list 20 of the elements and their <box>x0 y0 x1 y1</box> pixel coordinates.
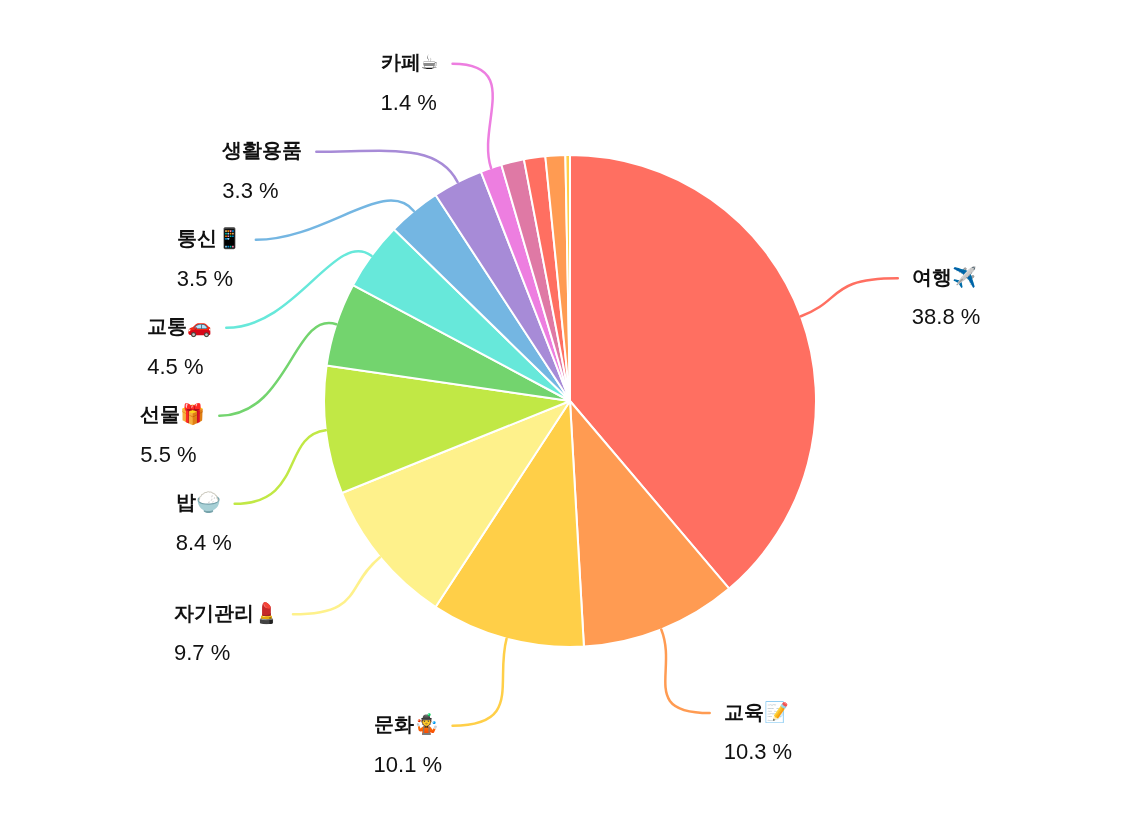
data-label: 3.3 % <box>222 177 279 203</box>
data-label: 8.4 % <box>175 529 232 555</box>
slice-label: 카페☕ <box>380 51 439 74</box>
slice-label: 문화🤹 <box>373 712 439 737</box>
data-label: 3.5 % <box>176 265 234 291</box>
data-label: 4.5 % <box>147 353 204 379</box>
data-label: 38.8 % <box>911 304 981 330</box>
slice-label: 교육📝 <box>723 699 789 724</box>
data-label: 1.4 % <box>380 89 437 115</box>
data-label: 10.3 % <box>723 739 793 765</box>
data-label: 10.1 % <box>373 751 443 777</box>
slice-label: 자기관리💄 <box>173 600 279 625</box>
slice-label: 밥🍚 <box>175 490 221 515</box>
slice-label: 선물🎁 <box>140 402 206 427</box>
slice-label: 생활용품 <box>221 139 303 162</box>
slice-label: 통신📱 <box>176 226 242 251</box>
slice-label: 교통🚗 <box>147 315 213 339</box>
data-label: 9.7 % <box>173 640 231 666</box>
slice-label: 여행✈ <box>911 264 977 289</box>
data-label: 5.5 % <box>140 441 197 467</box>
